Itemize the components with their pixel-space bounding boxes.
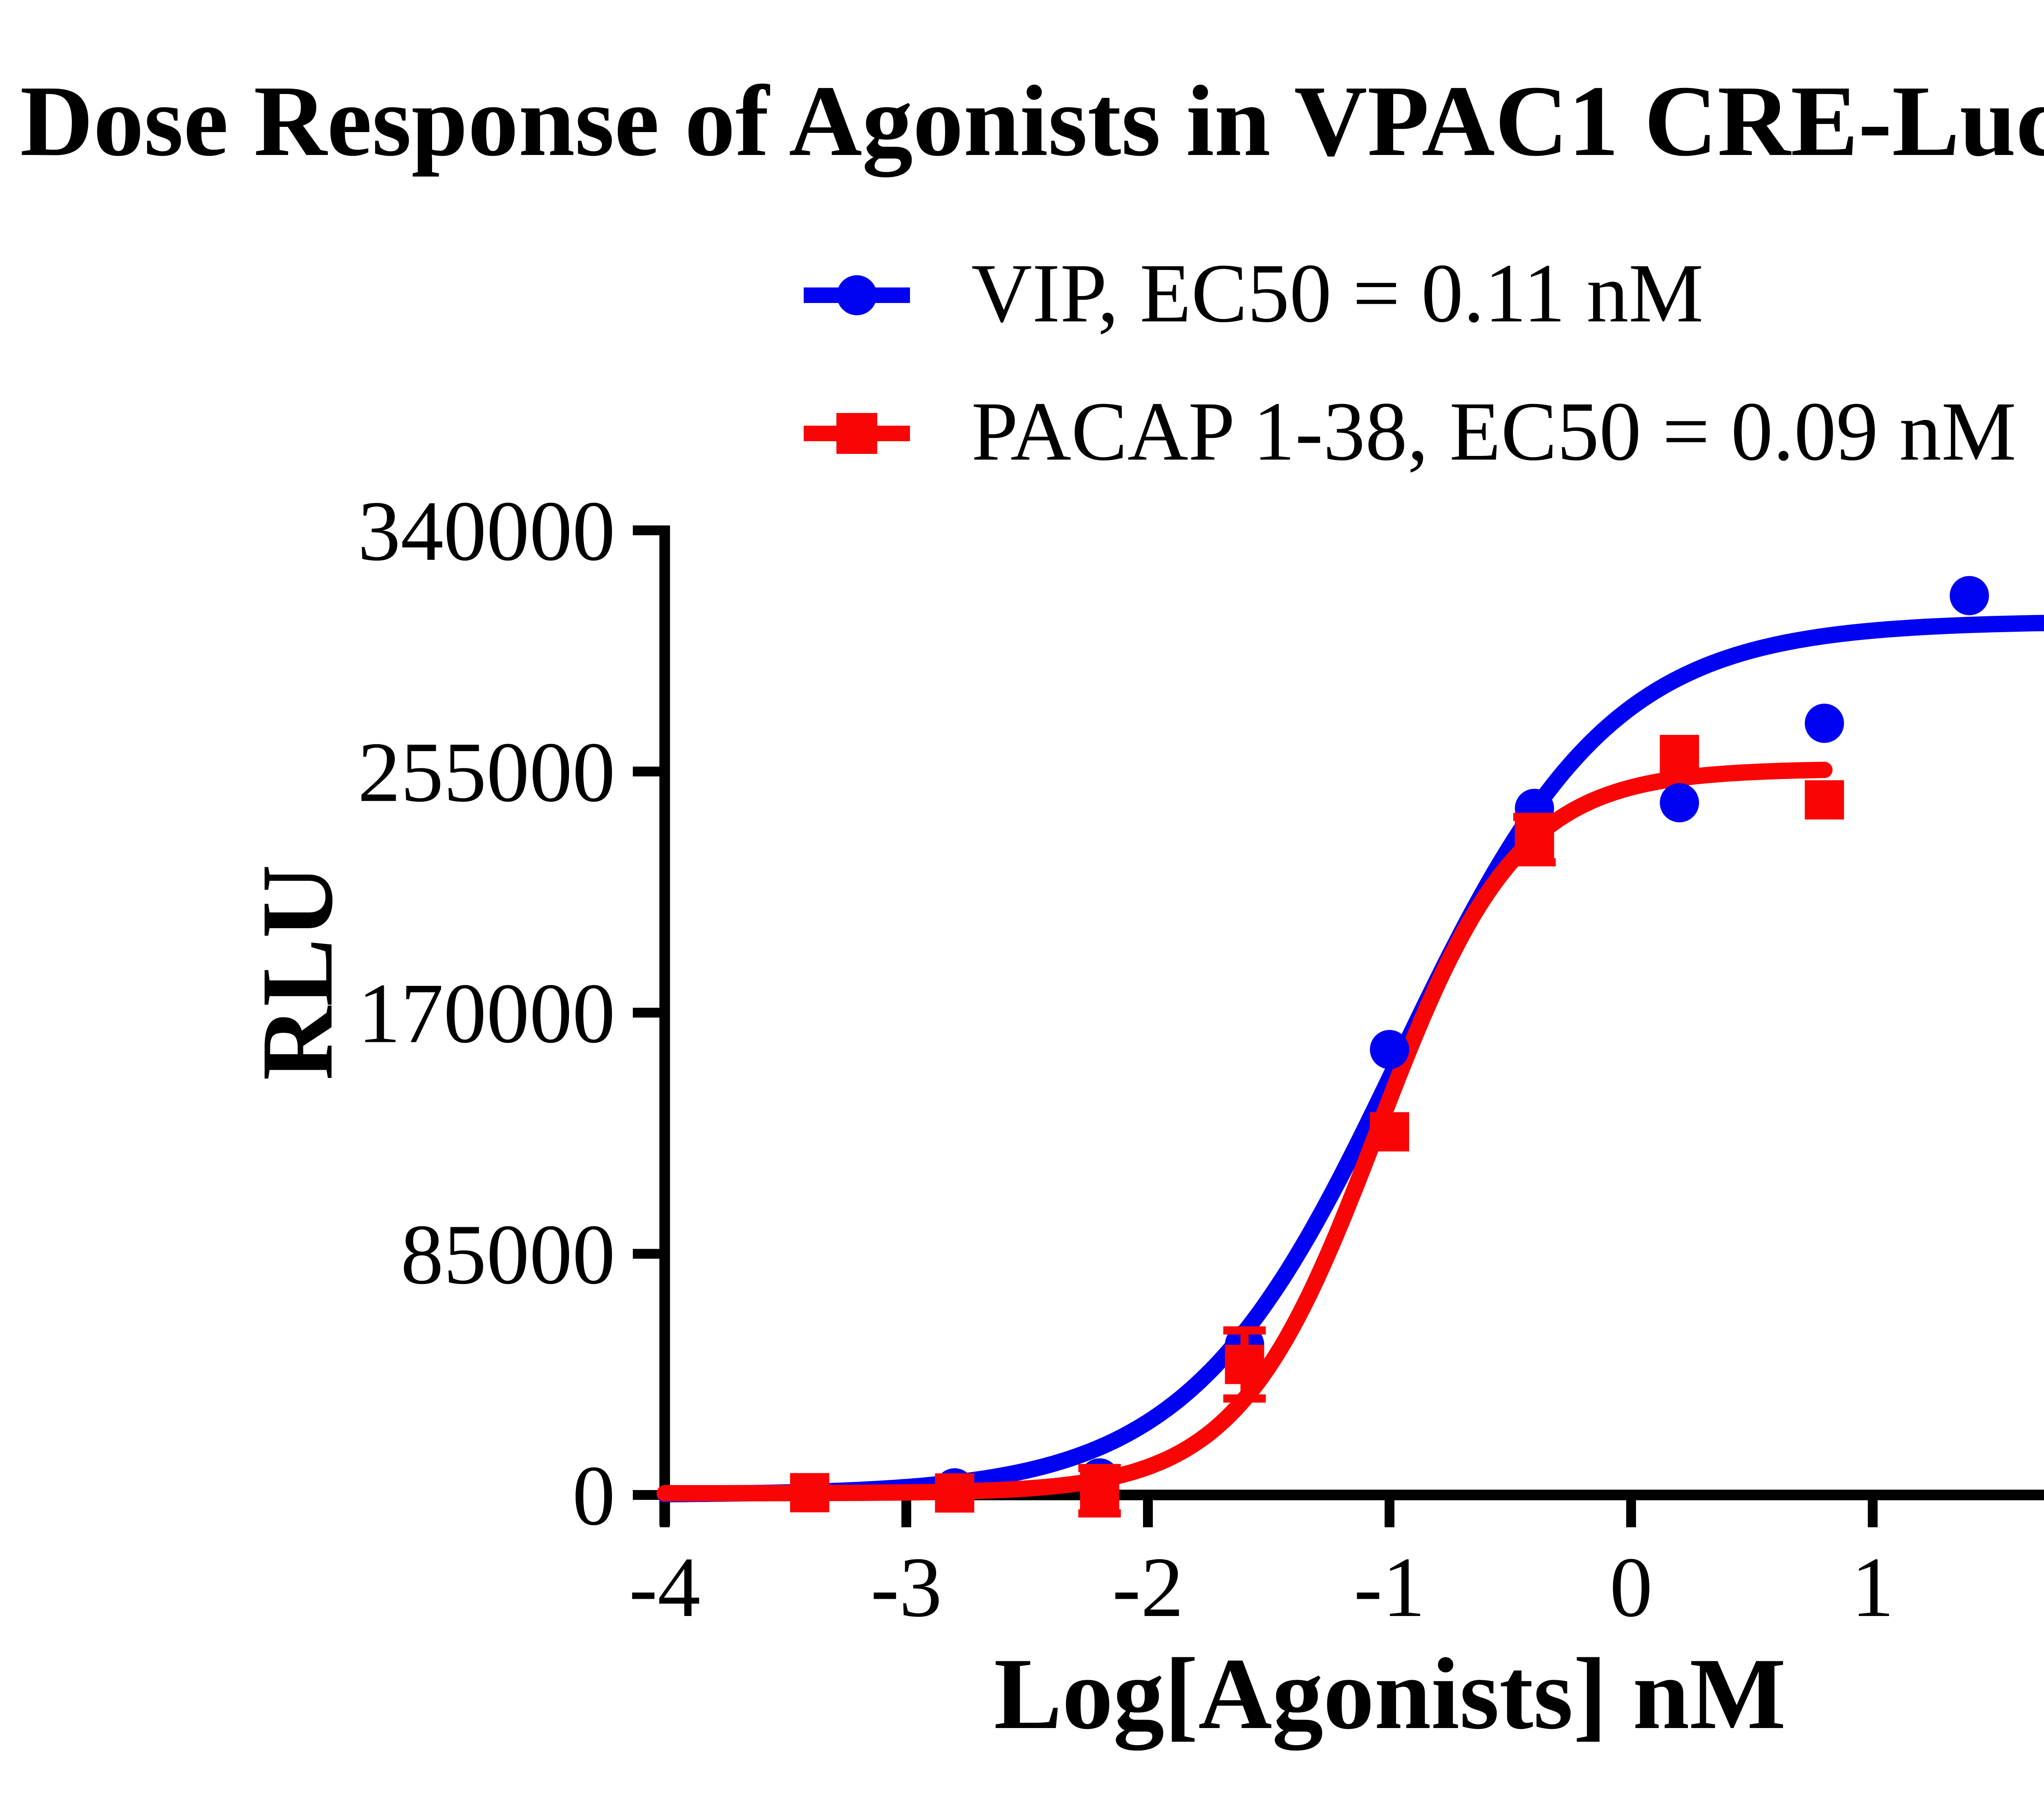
chart-title: Dose Response of Agonists in VPAC1 CRE-L… — [20, 65, 2044, 177]
vip-data-point — [1660, 783, 1699, 823]
vip-legend-circle-icon — [837, 275, 877, 315]
vip-legend-label: VIP, EC50 = 0.11 nM — [971, 246, 1704, 340]
x-axis-title: Log[Agonists] nM — [994, 1637, 1786, 1751]
x-tick-label: -2 — [1112, 1540, 1184, 1635]
pacap-data-point — [1515, 820, 1554, 860]
x-tick-label: -4 — [629, 1540, 701, 1635]
x-tick-label: 0 — [1610, 1540, 1653, 1635]
legend-item-vip: VIP, EC50 = 0.11 nM — [800, 251, 1703, 339]
vip-data-point — [1950, 576, 1989, 615]
pacap-data-point — [790, 1473, 829, 1513]
x-tick-label: -1 — [1354, 1540, 1425, 1635]
legend-item-pacap: PACAP 1-38, EC50 = 0.09 nM — [800, 389, 2016, 478]
pacap-data-point — [935, 1473, 975, 1513]
vip-data-point — [1370, 1030, 1409, 1069]
x-tick-label: -3 — [871, 1540, 942, 1635]
y-axis-title: RLU — [241, 864, 354, 1080]
y-tick-label: 170000 — [358, 966, 615, 1061]
pacap-legend-label: PACAP 1-38, EC50 = 0.09 nM — [971, 384, 2017, 478]
pacap-data-point — [1225, 1344, 1264, 1384]
y-tick-label: 340000 — [358, 484, 615, 579]
vip-data-point — [1804, 703, 1844, 743]
pacap-data-point — [1660, 735, 1699, 774]
pacap-data-point — [1370, 1112, 1409, 1151]
fit-curve-vip — [657, 615, 2044, 1503]
pacap-legend-square-icon — [836, 413, 877, 454]
pacap-data-point — [1804, 780, 1844, 820]
pacap-data-point — [1080, 1471, 1119, 1511]
y-tick-label: 0 — [572, 1448, 615, 1543]
pacap-legend-marker — [804, 413, 910, 454]
y-tick-label: 85000 — [401, 1207, 615, 1302]
y-tick-label: 255000 — [358, 725, 615, 820]
vip-legend-marker — [804, 275, 910, 315]
x-tick-label: 1 — [1851, 1540, 1894, 1635]
